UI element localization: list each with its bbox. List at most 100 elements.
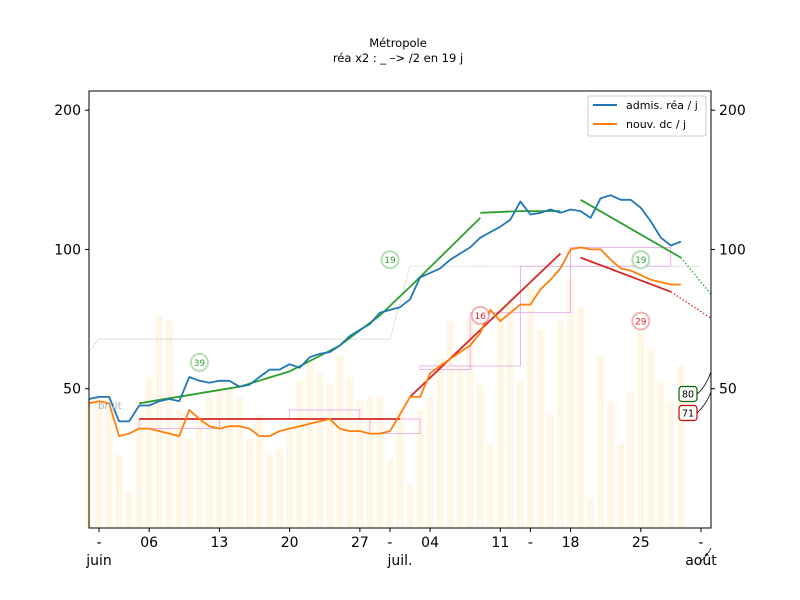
trend-fit-line [580, 256, 672, 293]
daily-bar [446, 321, 454, 528]
series-lines [88, 194, 682, 438]
daily-bar [637, 332, 645, 528]
daily-bar [296, 380, 304, 528]
daily-bar [236, 396, 243, 528]
daily-bar [466, 318, 474, 528]
daily-bar [125, 491, 133, 528]
badge-circle [380, 250, 400, 270]
x-tick-label: 04 [421, 535, 439, 551]
badge-circle [470, 305, 490, 325]
month-arrow [699, 547, 712, 563]
y-tick-label-right: 50 [719, 382, 737, 398]
x-tick-label: - [698, 535, 703, 551]
legend-box [587, 95, 707, 137]
series-line [88, 194, 682, 423]
daily-bar [366, 396, 374, 528]
daily-bar [346, 377, 354, 528]
daily-bar [506, 302, 514, 528]
daily-bar [617, 443, 625, 528]
projection-rea [680, 257, 712, 295]
daily-bar [225, 388, 233, 528]
legend-label-rea: admis. réa / j [626, 99, 698, 112]
daily-bar [436, 358, 444, 528]
daily-bar [516, 380, 524, 528]
daily-bar [557, 321, 564, 528]
daily-bar [657, 380, 665, 528]
daily-bar [215, 388, 223, 528]
daily-bar [547, 414, 554, 528]
daily-bars [85, 277, 685, 528]
daily-bar [115, 454, 123, 528]
x-tick-label: - [528, 535, 533, 551]
daily-bar [667, 401, 675, 528]
daily-bar [145, 377, 153, 528]
daily-bar [627, 392, 635, 528]
chart-title: Métropole [369, 36, 427, 50]
daily-bar [135, 414, 143, 528]
daily-bar [677, 365, 685, 528]
x-tick-label: 27 [351, 535, 369, 551]
x-tick-label: - [97, 535, 102, 551]
daily-bar [336, 355, 344, 528]
daily-bar [165, 321, 173, 528]
end-label-arrow [696, 371, 712, 395]
chart-subtitle: réa x2 : _ –> /2 en 19 j [333, 51, 463, 65]
daily-bar [185, 438, 193, 528]
daily-bar [306, 362, 314, 528]
badge-label: 39 [194, 359, 206, 369]
daily-bar [456, 365, 464, 528]
badge-label: 19 [384, 256, 396, 266]
daily-bar [326, 384, 334, 528]
badge-label: 29 [635, 318, 647, 328]
noise-label: bruit [98, 401, 122, 412]
legend-label-dc: nouv. dc / j [626, 118, 686, 131]
daily-bar [486, 443, 494, 528]
x-tick-label: 13 [211, 535, 229, 551]
end-label: 80 [682, 390, 694, 401]
daily-bar [426, 396, 434, 528]
y-tick-label-right: 100 [719, 242, 746, 258]
daily-bar [476, 384, 484, 528]
daily-bar [597, 355, 605, 528]
daily-bar [105, 392, 113, 528]
daily-bar [587, 498, 595, 528]
daily-bar [205, 396, 213, 528]
y-tick-label-right: 200 [719, 103, 746, 119]
end-label-arrow [696, 391, 712, 414]
end-label: 71 [682, 409, 694, 420]
daily-bar [567, 277, 574, 528]
y-tick-label-left: 50 [63, 382, 81, 398]
daily-bar [607, 401, 615, 528]
daily-bar [496, 304, 504, 528]
badge-circle [189, 352, 209, 372]
end-labels: 80 71 [678, 371, 712, 563]
daily-bar [356, 401, 364, 528]
x-axis: -06 13 20 27-04 11-18 25 -juin juil. août [85, 528, 717, 569]
badge-label: 19 [635, 256, 647, 266]
daily-bar [536, 329, 544, 528]
x-tick-label: - [387, 535, 392, 551]
legend: admis. réa / j nouv. dc / j [587, 95, 707, 137]
x-tick-label: 06 [140, 535, 158, 551]
daily-bar [577, 307, 585, 528]
noise-guide [88, 265, 701, 353]
badge-circle [631, 311, 651, 331]
daily-bar [376, 396, 384, 528]
x-month-label: juil. [387, 553, 413, 569]
daily-bar [95, 396, 103, 528]
x-tick-label: 11 [491, 535, 509, 551]
x-tick-label: 20 [281, 535, 299, 551]
series-line [88, 246, 681, 438]
trend-fit-line [480, 210, 561, 214]
daily-bar [316, 373, 324, 528]
reference-box [570, 246, 672, 267]
daily-bar [526, 286, 534, 528]
daily-bar [195, 414, 203, 528]
daily-bar [406, 484, 414, 528]
projection-dc [670, 291, 712, 319]
y-tick-label-left: 100 [54, 242, 81, 258]
reference-box [419, 365, 471, 370]
trend-fit-line [409, 252, 562, 398]
badge-circle [631, 250, 651, 270]
